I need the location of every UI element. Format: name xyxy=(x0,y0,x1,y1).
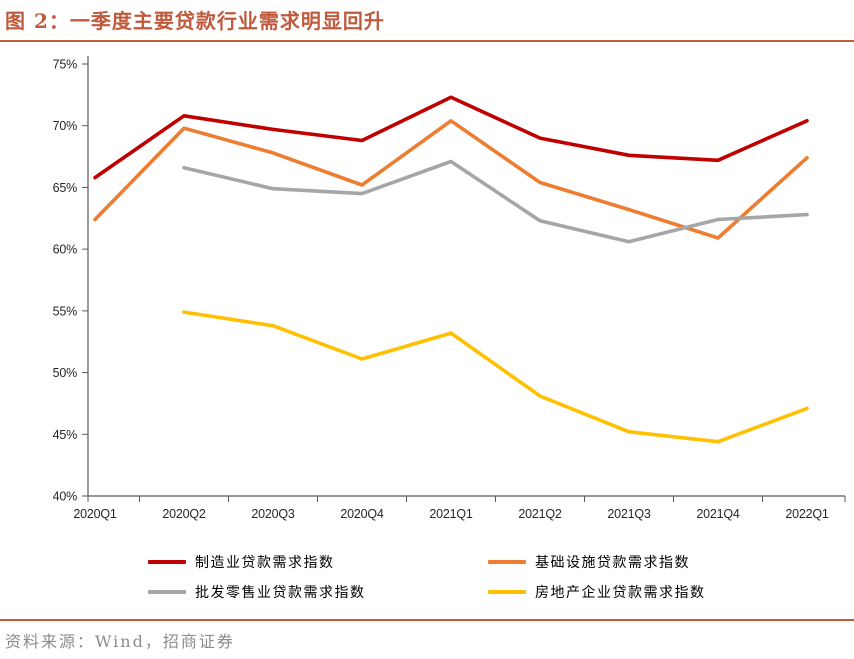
legend-label-1: 基础设施贷款需求指数 xyxy=(535,555,690,571)
source-note: 资料来源：Wind，招商证券 xyxy=(5,632,235,651)
x-tick-label: 2020Q3 xyxy=(251,507,295,521)
x-tick-label: 2020Q4 xyxy=(340,507,384,521)
y-tick-label: 55% xyxy=(53,304,78,318)
series-line-0 xyxy=(93,95,809,180)
legend-item-0: 制造业贷款需求指数 xyxy=(148,552,488,572)
legend-item-1: 基础设施贷款需求指数 xyxy=(488,552,706,572)
legend-label-0: 制造业贷款需求指数 xyxy=(195,555,335,571)
top-divider xyxy=(0,40,854,42)
legend-label-2: 批发零售业贷款需求指数 xyxy=(195,585,366,601)
y-tick-label: 65% xyxy=(53,181,78,195)
series-line-2 xyxy=(182,159,809,244)
x-tick-label: 2020Q2 xyxy=(162,507,206,521)
y-tick-label: 75% xyxy=(53,58,78,72)
legend-swatch-0 xyxy=(148,560,186,564)
y-tick-label: 50% xyxy=(53,366,78,380)
legend-swatch-2 xyxy=(148,590,186,594)
y-tick-label: 45% xyxy=(53,428,78,442)
chart-legend: 制造业贷款需求指数 基础设施贷款需求指数批发零售业贷款需求指数 房地产企业贷款需求指… xyxy=(148,552,706,602)
legend-label-3: 房地产企业贷款需求指数 xyxy=(535,585,706,601)
x-tick-label: 2020Q1 xyxy=(73,507,117,521)
figure-title: 图 2：一季度主要贷款行业需求明显回升 xyxy=(5,9,385,33)
x-tick-label: 2021Q1 xyxy=(429,507,473,521)
bottom-divider xyxy=(0,619,854,621)
series-line-3 xyxy=(182,310,809,444)
legend-swatch-3 xyxy=(488,590,526,594)
y-tick-label: 60% xyxy=(53,243,78,257)
y-tick-label: 70% xyxy=(53,119,78,133)
series-line-1 xyxy=(93,119,809,240)
x-tick-label: 2021Q3 xyxy=(607,507,651,521)
x-tick-label: 2021Q4 xyxy=(696,507,740,521)
x-tick-label: 2021Q2 xyxy=(518,507,562,521)
x-tick-label: 2022Q1 xyxy=(785,507,829,521)
legend-swatch-1 xyxy=(488,560,526,564)
legend-item-3: 房地产企业贷款需求指数 xyxy=(488,582,706,602)
y-tick-label: 40% xyxy=(53,490,78,504)
legend-item-2: 批发零售业贷款需求指数 xyxy=(148,582,488,602)
loan-demand-line-chart: 40% 45% 50% 55% 60% 65% 70% 75% 2020Q1 2020Q2 2020… xyxy=(53,56,846,521)
